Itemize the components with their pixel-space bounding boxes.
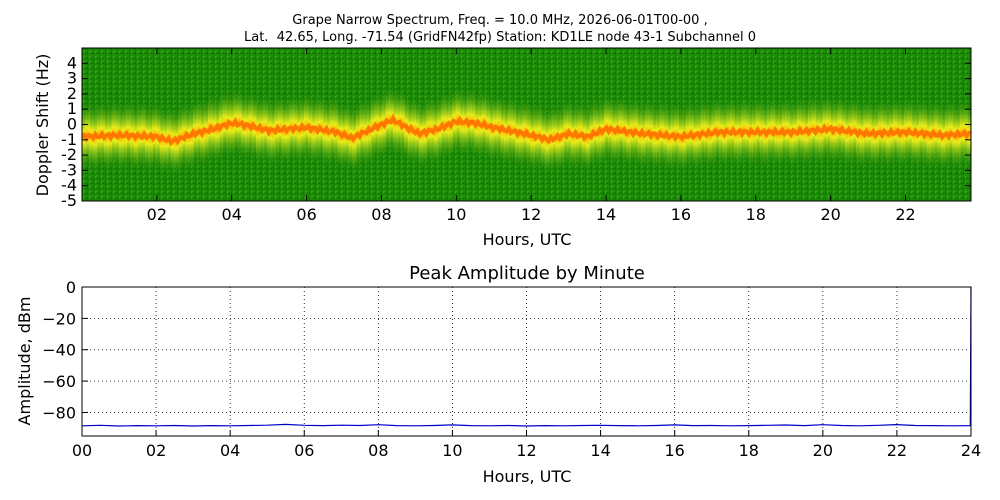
spectrogram-x-tick-label: 10 — [446, 205, 466, 224]
doppler-peak-trace — [82, 113, 971, 147]
spectrogram-x-tick-label: 18 — [746, 205, 766, 224]
spectrogram-x-tick-label: 14 — [596, 205, 616, 224]
amplitude-x-tick-label: 24 — [961, 441, 981, 460]
spectrogram-y-tick-label: 4 — [67, 53, 77, 72]
amplitude-plot-area — [82, 287, 971, 436]
spectrogram-x-tick-label: 22 — [895, 205, 915, 224]
spectrogram-y-tick-label: -2 — [61, 145, 77, 164]
amplitude-panel: Peak Amplitude by Minute 00 02 04 06 08 10 12 1… — [15, 263, 981, 486]
spectrogram-y-tick-label: -1 — [61, 130, 77, 149]
doppler-band-column — [652, 102, 657, 170]
spectrogram-y-tick-label: 0 — [67, 115, 77, 134]
spectrogram-y-tick-label: -4 — [61, 176, 77, 195]
amplitude-x-tick-label: 00 — [72, 441, 92, 460]
amplitude-x-axis-label: Hours, UTC — [483, 467, 572, 486]
spectrogram-x-tick-label: 04 — [222, 205, 242, 224]
amplitude-y-tick-label: −60 — [42, 372, 76, 391]
doppler-band-column — [215, 95, 220, 164]
doppler-band — [82, 86, 971, 176]
doppler-band-column — [311, 96, 316, 165]
amplitude-x-tick-label: 22 — [887, 441, 907, 460]
amplitude-chart-title: Peak Amplitude by Minute — [409, 263, 645, 284]
doppler-band-column — [248, 90, 253, 159]
spectrogram-y-tick-label: 3 — [67, 69, 77, 88]
amplitude-x-tick-label: 02 — [146, 441, 166, 460]
spectrogram-x-tick-label: 16 — [671, 205, 691, 224]
doppler-band-column — [585, 104, 591, 173]
amplitude-x-tick-label: 04 — [220, 441, 240, 460]
spectrogram-y-tick-label: -5 — [61, 191, 77, 210]
amplitude-x-tick-label: 18 — [739, 441, 759, 460]
amplitude-x-tick-label: 08 — [368, 441, 388, 460]
doppler-band-column — [278, 94, 283, 162]
spectrogram-y-tick-label: -3 — [61, 160, 77, 179]
amplitude-y-tick-label: −20 — [42, 309, 76, 328]
amplitude-x-tick-label: 14 — [590, 441, 610, 460]
spectrogram-x-tick-label: 06 — [296, 205, 316, 224]
doppler-band-column — [400, 89, 405, 157]
amplitude-x-tick-label: 16 — [664, 441, 684, 460]
amplitude-y-tick-label: −40 — [42, 341, 76, 360]
doppler-band-column — [933, 99, 939, 167]
spectrogram-y-tick-label: 2 — [67, 84, 77, 103]
spectrogram-x-tick-label: 02 — [147, 205, 167, 224]
amplitude-x-tick-label: 06 — [294, 441, 314, 460]
amplitude-x-tick-label: 12 — [516, 441, 536, 460]
amplitude-y-tick-label: −80 — [42, 403, 76, 422]
amplitude-x-tick-label: 10 — [442, 441, 462, 460]
spectrogram-x-tick-label: 12 — [521, 205, 541, 224]
spectrogram-x-axis-label: Hours, UTC — [483, 230, 572, 249]
spectrogram-y-tick-label: 1 — [67, 99, 77, 118]
chart-title-line-2: Lat. 42.65, Long. -71.54 (GridFN42fp) St… — [243, 30, 756, 45]
amplitude-y-axis-label: Amplitude, dBm — [15, 297, 34, 426]
amplitude-y-tick-label: 0 — [66, 278, 76, 297]
amplitude-series-line — [81, 286, 972, 427]
doppler-band-column — [900, 100, 905, 168]
doppler-band-column — [619, 95, 624, 163]
spectrogram-x-tick-label: 08 — [371, 205, 391, 224]
chart-title-line-1: Grape Narrow Spectrum, Freq. = 10.0 MHz,… — [292, 13, 708, 28]
amplitude-x-tick-label: 20 — [813, 441, 833, 460]
spectrogram-y-axis-label: Doppler Shift (Hz) — [33, 54, 52, 197]
spectrogram-x-tick-label: 20 — [820, 205, 840, 224]
